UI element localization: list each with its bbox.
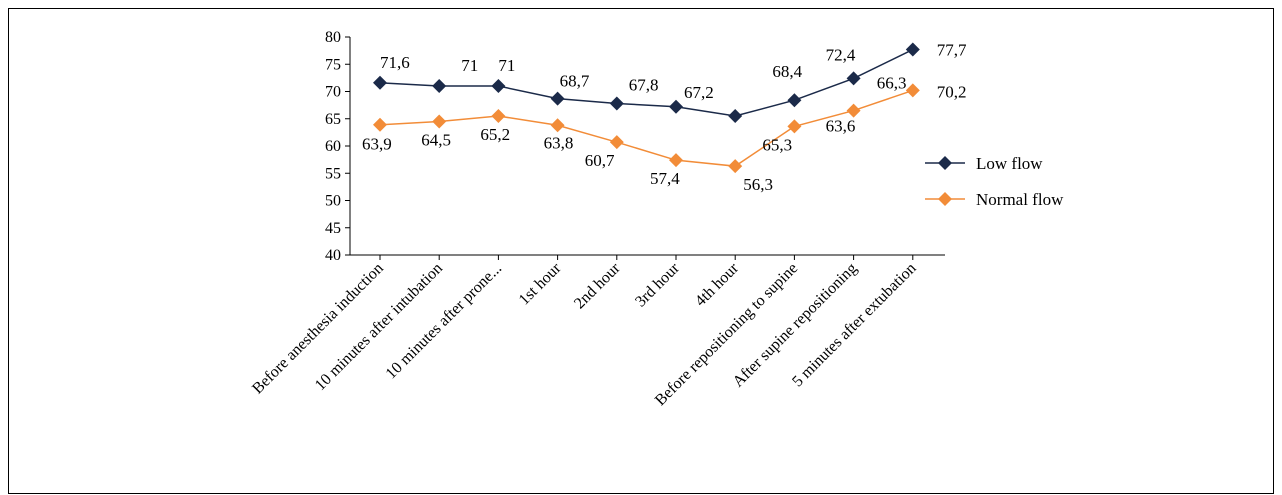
low-flow-point (905, 42, 920, 57)
normal-flow-point (609, 135, 624, 150)
normal-flow-data-label: 57,4 (650, 169, 680, 188)
low-flow-point (550, 91, 565, 106)
low-flow-data-label: 68,4 (772, 62, 802, 81)
normal-flow-legend-marker (938, 192, 952, 206)
low-flow-legend-marker (938, 156, 952, 170)
normal-flow-point (432, 114, 447, 129)
y-tick-label: 50 (325, 193, 341, 210)
normal-flow-point (491, 109, 506, 124)
normal-flow-data-label: 65,2 (480, 125, 510, 144)
x-tick-label: 2nd hour (571, 259, 624, 312)
y-tick-label: 40 (325, 247, 341, 264)
low-flow-point (491, 79, 506, 94)
low-flow-point (787, 93, 802, 108)
low-flow-point (609, 96, 624, 111)
x-tick-label: After supine repositioning (730, 260, 861, 391)
normal-flow-point (373, 117, 387, 132)
x-tick-label: 1st hour (516, 259, 565, 308)
normal-flow-legend-label: Normal flow (976, 190, 1064, 209)
low-flow-data-label: 71 (461, 56, 478, 75)
y-tick-label: 70 (325, 84, 341, 101)
low-flow-point (846, 71, 861, 86)
low-flow-data-label: 77,7 (937, 41, 967, 60)
y-tick-label: 45 (325, 220, 341, 237)
low-flow-data-label: 71,6 (380, 53, 410, 72)
x-tick-label: 10 minutes after prone... (383, 260, 506, 383)
chart-frame (8, 8, 1274, 494)
low-flow-series-line (379, 48, 914, 117)
y-tick-label: 60 (325, 138, 341, 155)
low-flow-data-label: 67,2 (684, 83, 714, 102)
y-tick-label: 80 (325, 29, 341, 46)
low-flow-point (432, 79, 447, 94)
x-tick-label: 3rd hour (632, 259, 683, 310)
low-flow-legend-label: Low flow (976, 154, 1043, 173)
normal-flow-point (787, 119, 802, 134)
normal-flow-data-label: 60,7 (585, 151, 615, 170)
normal-flow-data-label: 63,8 (544, 133, 574, 152)
normal-flow-point (728, 159, 743, 174)
normal-flow-series-line (379, 89, 914, 167)
low-flow-point (728, 109, 743, 124)
normal-flow-point (846, 103, 861, 118)
y-tick-label: 75 (325, 56, 341, 73)
normal-flow-data-label: 63,9 (362, 135, 392, 154)
normal-flow-data-label: 56,3 (743, 175, 773, 194)
normal-flow-data-label: 66,3 (877, 73, 907, 92)
low-flow-data-label: 72,4 (826, 45, 856, 64)
low-flow-point (373, 75, 387, 90)
normal-flow-end-label: 70,2 (937, 82, 967, 101)
low-flow-data-label: 67,8 (629, 75, 659, 94)
low-flow-point (669, 99, 683, 114)
y-tick-label: 55 (325, 165, 341, 182)
low-flow-data-label: 71 (498, 56, 515, 75)
x-tick-label: 5 minutes after extubation (789, 260, 919, 390)
normal-flow-point (550, 118, 565, 133)
normal-flow-point (905, 83, 920, 98)
normal-flow-data-label: 65,3 (762, 135, 792, 154)
x-tick-label: 4th hour (692, 259, 743, 310)
normal-flow-data-label: 63,6 (826, 117, 856, 136)
normal-flow-data-label: 64,5 (421, 130, 451, 149)
y-tick-label: 65 (325, 111, 341, 128)
normal-flow-point (669, 153, 683, 168)
low-flow-data-label: 68,7 (560, 72, 590, 91)
